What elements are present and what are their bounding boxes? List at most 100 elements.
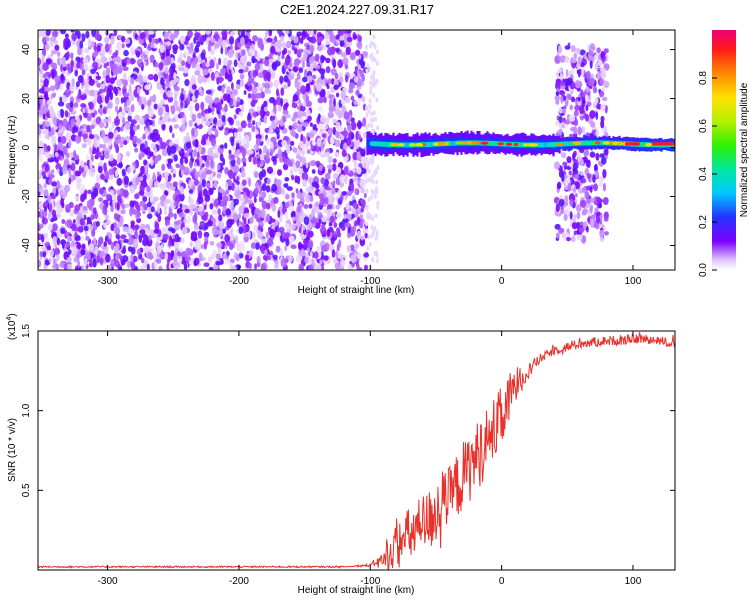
spectrogram-cell <box>371 179 375 185</box>
spectrogram-cell <box>104 95 110 104</box>
spectrogram-cell <box>116 202 120 211</box>
spectrogram-cell <box>315 160 321 166</box>
spectrogram-cell <box>63 263 68 270</box>
spectrogram-cell <box>164 66 169 74</box>
spectrogram-cell <box>138 190 145 196</box>
spectrogram-cell <box>194 171 199 180</box>
spectrogram-cell <box>306 44 311 50</box>
spectrogram-cell <box>88 146 93 155</box>
spectrogram-cell <box>248 108 255 114</box>
spectrogram-cell <box>238 68 244 74</box>
spectrogram-cell <box>173 100 179 108</box>
spectrogram-cell <box>298 263 304 270</box>
spectrogram-cell <box>139 32 146 40</box>
spectrogram-cell <box>60 30 66 35</box>
spectrogram-cell <box>415 143 424 147</box>
spectrogram-cell <box>208 266 214 270</box>
spectrogram-cell <box>279 30 283 35</box>
spectrogram-cell <box>347 123 352 132</box>
spectrogram-cell <box>120 234 127 239</box>
spectrogram-cell <box>337 59 344 69</box>
spectrogram-cell <box>261 183 267 192</box>
spectrogram-cell <box>233 131 237 138</box>
spectrogram-cell <box>202 214 208 222</box>
spectrogram-cell <box>142 238 149 247</box>
spectrogram-cell <box>108 168 115 176</box>
spectrogram-cell <box>368 66 372 72</box>
spectrogram-cell <box>205 169 213 175</box>
spectrogram-cell <box>243 233 248 238</box>
spectrogram-cell <box>194 102 200 112</box>
spectrogram-cell <box>590 121 596 128</box>
spectrogram-cell <box>308 256 312 265</box>
spectrogram-cell <box>84 47 89 54</box>
spectrogram-cell <box>203 188 208 197</box>
spectrogram-cell <box>288 235 295 242</box>
spectrogram-cell <box>191 113 197 123</box>
spectrogram-cell <box>193 224 199 230</box>
spectrogram-cell <box>563 213 568 222</box>
spectrogram-cell <box>594 62 599 70</box>
spectrogram-cell <box>209 203 214 210</box>
spectrogram-cell <box>184 79 190 87</box>
spectrogram-cell <box>218 188 225 194</box>
colorbar-gradient <box>712 30 736 270</box>
spectrogram-cell <box>369 89 373 95</box>
spectrogram-cell <box>167 96 174 103</box>
spectrogram-cell <box>57 101 65 107</box>
snr-panel: -300 -200 -100 0 100 0.51.01.5 Height of str… <box>6 313 676 596</box>
spectrogram-cell <box>257 225 263 231</box>
spectrogram-cell <box>234 235 239 243</box>
spectrogram-cell <box>311 181 319 188</box>
spectrogram-cell <box>38 88 45 94</box>
spectrogram-cell <box>594 207 599 213</box>
spectrogram-cell <box>189 241 193 248</box>
spectrogram-cell <box>64 110 69 118</box>
spectrogram-cell <box>95 221 100 227</box>
spectrogram-cell <box>231 82 234 91</box>
spectrogram-cell <box>584 94 589 102</box>
spectrogram-cell <box>341 149 347 157</box>
spectrogram-cell <box>88 75 93 81</box>
spectrogram-cell <box>126 167 131 174</box>
spectrogram-cell <box>139 265 145 270</box>
spectrogram-cell <box>194 162 197 167</box>
spectrogram-cell <box>88 89 95 97</box>
spectrogram-cell <box>112 68 120 75</box>
spectrogram-cell <box>346 36 353 43</box>
spectrogram-cell <box>302 30 306 37</box>
spectrogram-cell <box>83 257 88 267</box>
spectrogram-cell <box>231 69 235 75</box>
spectrogram-cell <box>60 198 64 207</box>
spectrogram-cell <box>558 44 562 55</box>
spectrogram-cell <box>256 256 261 264</box>
spectrogram-cell <box>134 230 138 237</box>
spectrogram-cell <box>238 226 244 235</box>
spectrogram-cell <box>366 138 369 149</box>
spectrogram-cell <box>367 122 371 128</box>
spectrogram-cell <box>146 252 153 260</box>
spectrogram-cell <box>220 99 224 105</box>
spectrogram-cell <box>291 44 295 51</box>
spectrogram-cell <box>128 83 132 93</box>
spectrogram-cell <box>173 77 180 83</box>
spectrogram-cell <box>42 113 46 120</box>
spectrogram-cell <box>273 196 279 204</box>
spectrogram-cell <box>205 62 210 68</box>
spectrogram-cell <box>222 31 228 41</box>
spectrogram-cell <box>362 226 366 234</box>
spectrogram-cell <box>221 67 227 74</box>
spectrogram-cell <box>127 115 132 122</box>
spectrogram-cell <box>110 242 115 251</box>
spectrogram-cell <box>48 173 55 179</box>
spectrogram-cell <box>595 111 599 120</box>
spectrogram-cell <box>346 137 352 147</box>
spectrogram-cell <box>138 74 144 83</box>
spectrogram-cell <box>251 86 258 95</box>
spectrogram-cell <box>361 95 366 103</box>
spectrogram-cell <box>309 160 316 166</box>
spectrogram-cell <box>86 124 91 133</box>
spectrogram-cell <box>70 240 75 249</box>
snr-x-label: Height of straight line (km) <box>298 585 415 596</box>
spectrogram-x-label: Height of straight line (km) <box>298 285 415 296</box>
